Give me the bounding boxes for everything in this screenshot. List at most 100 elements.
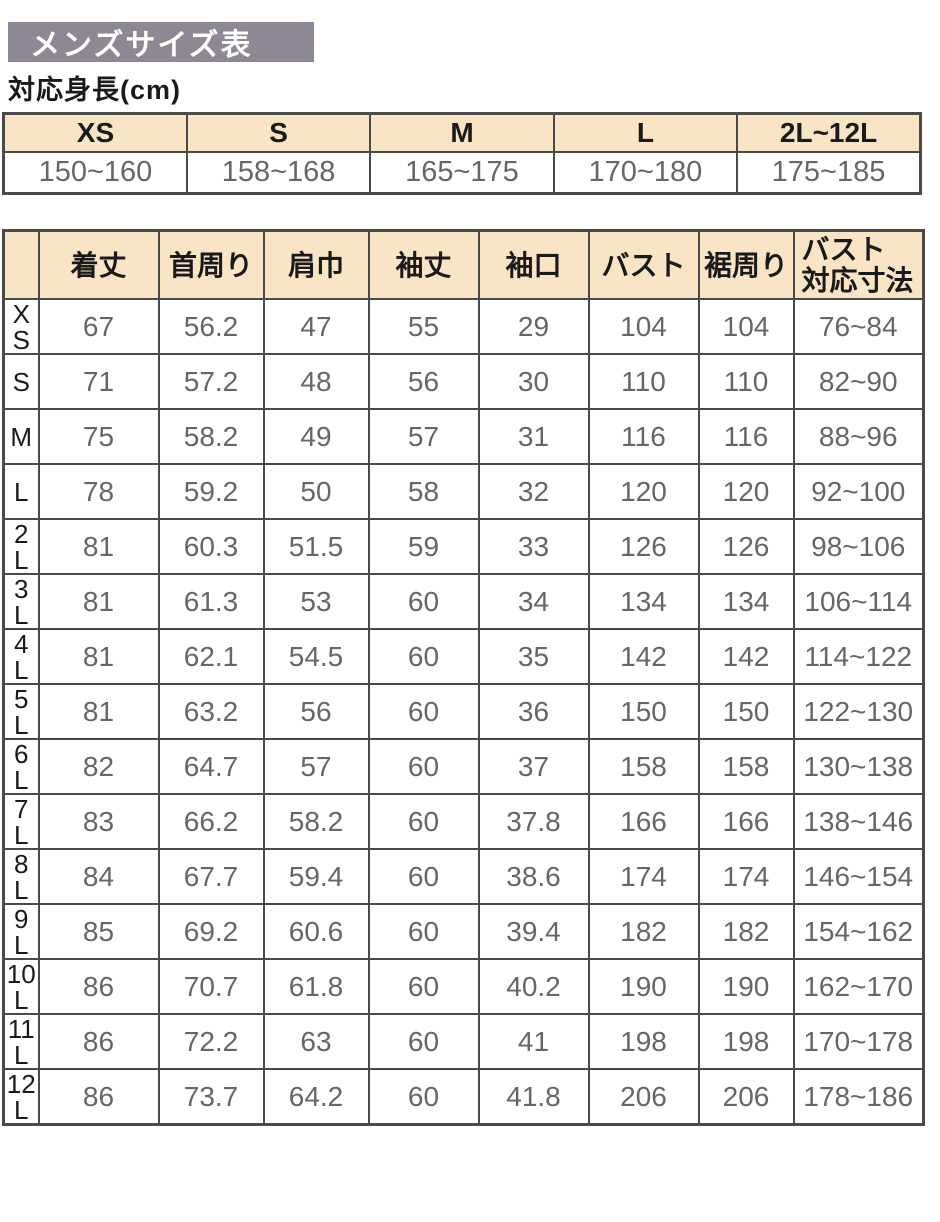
size-table-row: 8 L 84 67.7 59.4 60 38.6 174 174 146~154 (2, 848, 925, 905)
height-col-header: M (369, 112, 555, 153)
size-value-cell: 30 (477, 353, 590, 410)
size-value-cell: 146~154 (792, 848, 925, 905)
size-value-cell: 64.7 (157, 738, 265, 795)
size-value-cell: 61.3 (157, 573, 265, 630)
size-value-cell: 104 (697, 298, 795, 355)
size-value-cell: 81 (37, 518, 160, 575)
size-value-cell: 86 (37, 958, 160, 1015)
size-value-cell: 154~162 (792, 903, 925, 960)
size-value-cell: 60.6 (262, 903, 370, 960)
size-row-label: 6 L (2, 738, 40, 795)
size-value-cell: 178~186 (792, 1068, 925, 1126)
size-value-cell: 134 (697, 573, 795, 630)
size-value-cell: 63 (262, 1013, 370, 1070)
size-value-cell: 60 (367, 683, 480, 740)
height-value: 165~175 (369, 151, 555, 195)
size-col-header: 肩巾 (262, 229, 370, 300)
size-col-header: バスト (587, 229, 700, 300)
size-value-cell: 86 (37, 1013, 160, 1070)
size-value-cell: 58 (367, 463, 480, 520)
size-value-cell: 158 (587, 738, 700, 795)
height-table-value-row: 150~160 158~168 165~175 170~180 175~185 (2, 151, 922, 195)
size-value-cell: 126 (587, 518, 700, 575)
size-value-cell: 120 (587, 463, 700, 520)
size-value-cell: 83 (37, 793, 160, 850)
size-value-cell: 126 (697, 518, 795, 575)
size-row-label: 7 L (2, 793, 40, 850)
size-value-cell: 190 (697, 958, 795, 1015)
size-table-row: 12 L 86 73.7 64.2 60 41.8 206 206 178~186 (2, 1068, 925, 1126)
size-value-cell: 174 (587, 848, 700, 905)
size-value-cell: 67 (37, 298, 160, 355)
size-value-cell: 82 (37, 738, 160, 795)
size-value-cell: 56 (262, 683, 370, 740)
size-value-cell: 86 (37, 1068, 160, 1126)
size-table-row: X S 67 56.2 47 55 29 104 104 76~84 (2, 298, 925, 355)
size-value-cell: 120 (697, 463, 795, 520)
size-value-cell: 58.2 (157, 408, 265, 465)
height-col-header: 2L~12L (736, 112, 922, 153)
height-col-header: L (552, 112, 739, 153)
size-table-row: 11 L 86 72.2 63 60 41 198 198 170~178 (2, 1013, 925, 1070)
size-value-cell: 60 (367, 903, 480, 960)
size-value-cell: 60.3 (157, 518, 265, 575)
size-row-label: M (2, 408, 40, 465)
height-value: 158~168 (185, 151, 372, 195)
size-value-cell: 110 (587, 353, 700, 410)
size-row-label: 4 L (2, 628, 40, 685)
size-value-cell: 55 (367, 298, 480, 355)
size-value-cell: 29 (477, 298, 590, 355)
size-value-cell: 82~90 (792, 353, 925, 410)
size-table-corner-cell (2, 229, 40, 300)
size-value-cell: 69.2 (157, 903, 265, 960)
size-table-row: 4 L 81 62.1 54.5 60 35 142 142 114~122 (2, 628, 925, 685)
size-value-cell: 64.2 (262, 1068, 370, 1126)
size-row-label: X S (2, 298, 40, 355)
size-value-cell: 60 (367, 1013, 480, 1070)
height-col-header: S (185, 112, 372, 153)
size-value-cell: 56 (367, 353, 480, 410)
size-value-cell: 49 (262, 408, 370, 465)
size-value-cell: 32 (477, 463, 590, 520)
size-value-cell: 57 (367, 408, 480, 465)
page-title-bar: メンズサイズ表 (8, 22, 314, 62)
size-value-cell: 38.6 (477, 848, 590, 905)
size-value-cell: 206 (697, 1068, 795, 1126)
size-table-row: 2 L 81 60.3 51.5 59 33 126 126 98~106 (2, 518, 925, 575)
size-row-label: 3 L (2, 573, 40, 630)
size-value-cell: 182 (697, 903, 795, 960)
height-value: 170~180 (552, 151, 739, 195)
size-table-row: 9 L 85 69.2 60.6 60 39.4 182 182 154~162 (2, 903, 925, 960)
size-col-header: 袖丈 (367, 229, 480, 300)
size-value-cell: 130~138 (792, 738, 925, 795)
size-table-body: X S 67 56.2 47 55 29 104 104 76~84 S 71 57.2 48 56 30 1… (2, 298, 925, 1126)
size-value-cell: 35 (477, 628, 590, 685)
size-value-cell: 37.8 (477, 793, 590, 850)
size-col-header: バスト 対応寸法 (792, 229, 925, 300)
size-value-cell: 40.2 (477, 958, 590, 1015)
size-value-cell: 75 (37, 408, 160, 465)
size-table: 着丈 首周り 肩巾 袖丈 袖口 バスト 裾周り バスト 対応寸法 X S 67 56.2 47 55 2… (2, 229, 925, 1126)
size-value-cell: 142 (697, 628, 795, 685)
size-value-cell: 116 (697, 408, 795, 465)
size-value-cell: 150 (587, 683, 700, 740)
size-value-cell: 71 (37, 353, 160, 410)
size-value-cell: 81 (37, 683, 160, 740)
size-value-cell: 106~114 (792, 573, 925, 630)
size-value-cell: 70.7 (157, 958, 265, 1015)
size-table-row: 7 L 83 66.2 58.2 60 37.8 166 166 138~146 (2, 793, 925, 850)
height-section-label: 対応身長(cm) (8, 75, 182, 105)
size-value-cell: 158 (697, 738, 795, 795)
size-value-cell: 166 (697, 793, 795, 850)
size-value-cell: 34 (477, 573, 590, 630)
size-value-cell: 60 (367, 793, 480, 850)
size-value-cell: 63.2 (157, 683, 265, 740)
size-value-cell: 98~106 (792, 518, 925, 575)
size-value-cell: 134 (587, 573, 700, 630)
size-value-cell: 41.8 (477, 1068, 590, 1126)
size-value-cell: 104 (587, 298, 700, 355)
page-title: メンズサイズ表 (30, 29, 253, 62)
size-row-label: S (2, 353, 40, 410)
size-row-label: 2 L (2, 518, 40, 575)
size-value-cell: 76~84 (792, 298, 925, 355)
